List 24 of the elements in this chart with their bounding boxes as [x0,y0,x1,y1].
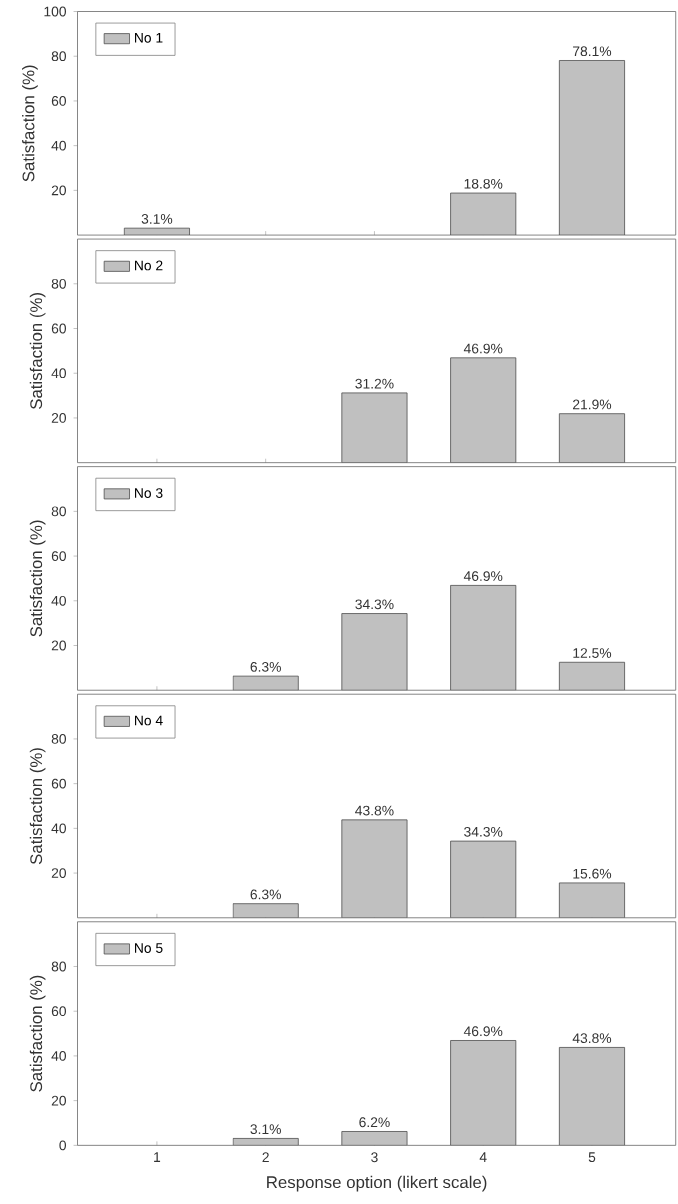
y-axis-title: Satisfaction (%) [29,293,46,410]
bar [341,819,408,918]
y-axis-title: Satisfaction (%) [29,748,46,865]
bar [559,882,626,918]
bar [450,357,517,463]
bar [124,227,191,236]
bar [559,413,626,463]
bar [232,1138,299,1146]
y-axis-title: Satisfaction (%) [22,65,38,182]
bar [341,1131,408,1146]
bar [232,903,299,918]
bar [559,60,626,236]
bar [559,1047,626,1146]
bar [450,192,517,236]
y-axis-title: Satisfaction (%) [29,520,46,637]
bar [450,1040,517,1146]
bar [450,584,517,691]
bar [341,392,408,463]
bar [559,661,626,691]
bar [341,613,408,691]
y-axis-title: Satisfaction (%) [29,975,46,1092]
x-axis-title: Response option (likert scale) [267,1175,487,1192]
bar [232,675,299,691]
bar [450,840,517,918]
